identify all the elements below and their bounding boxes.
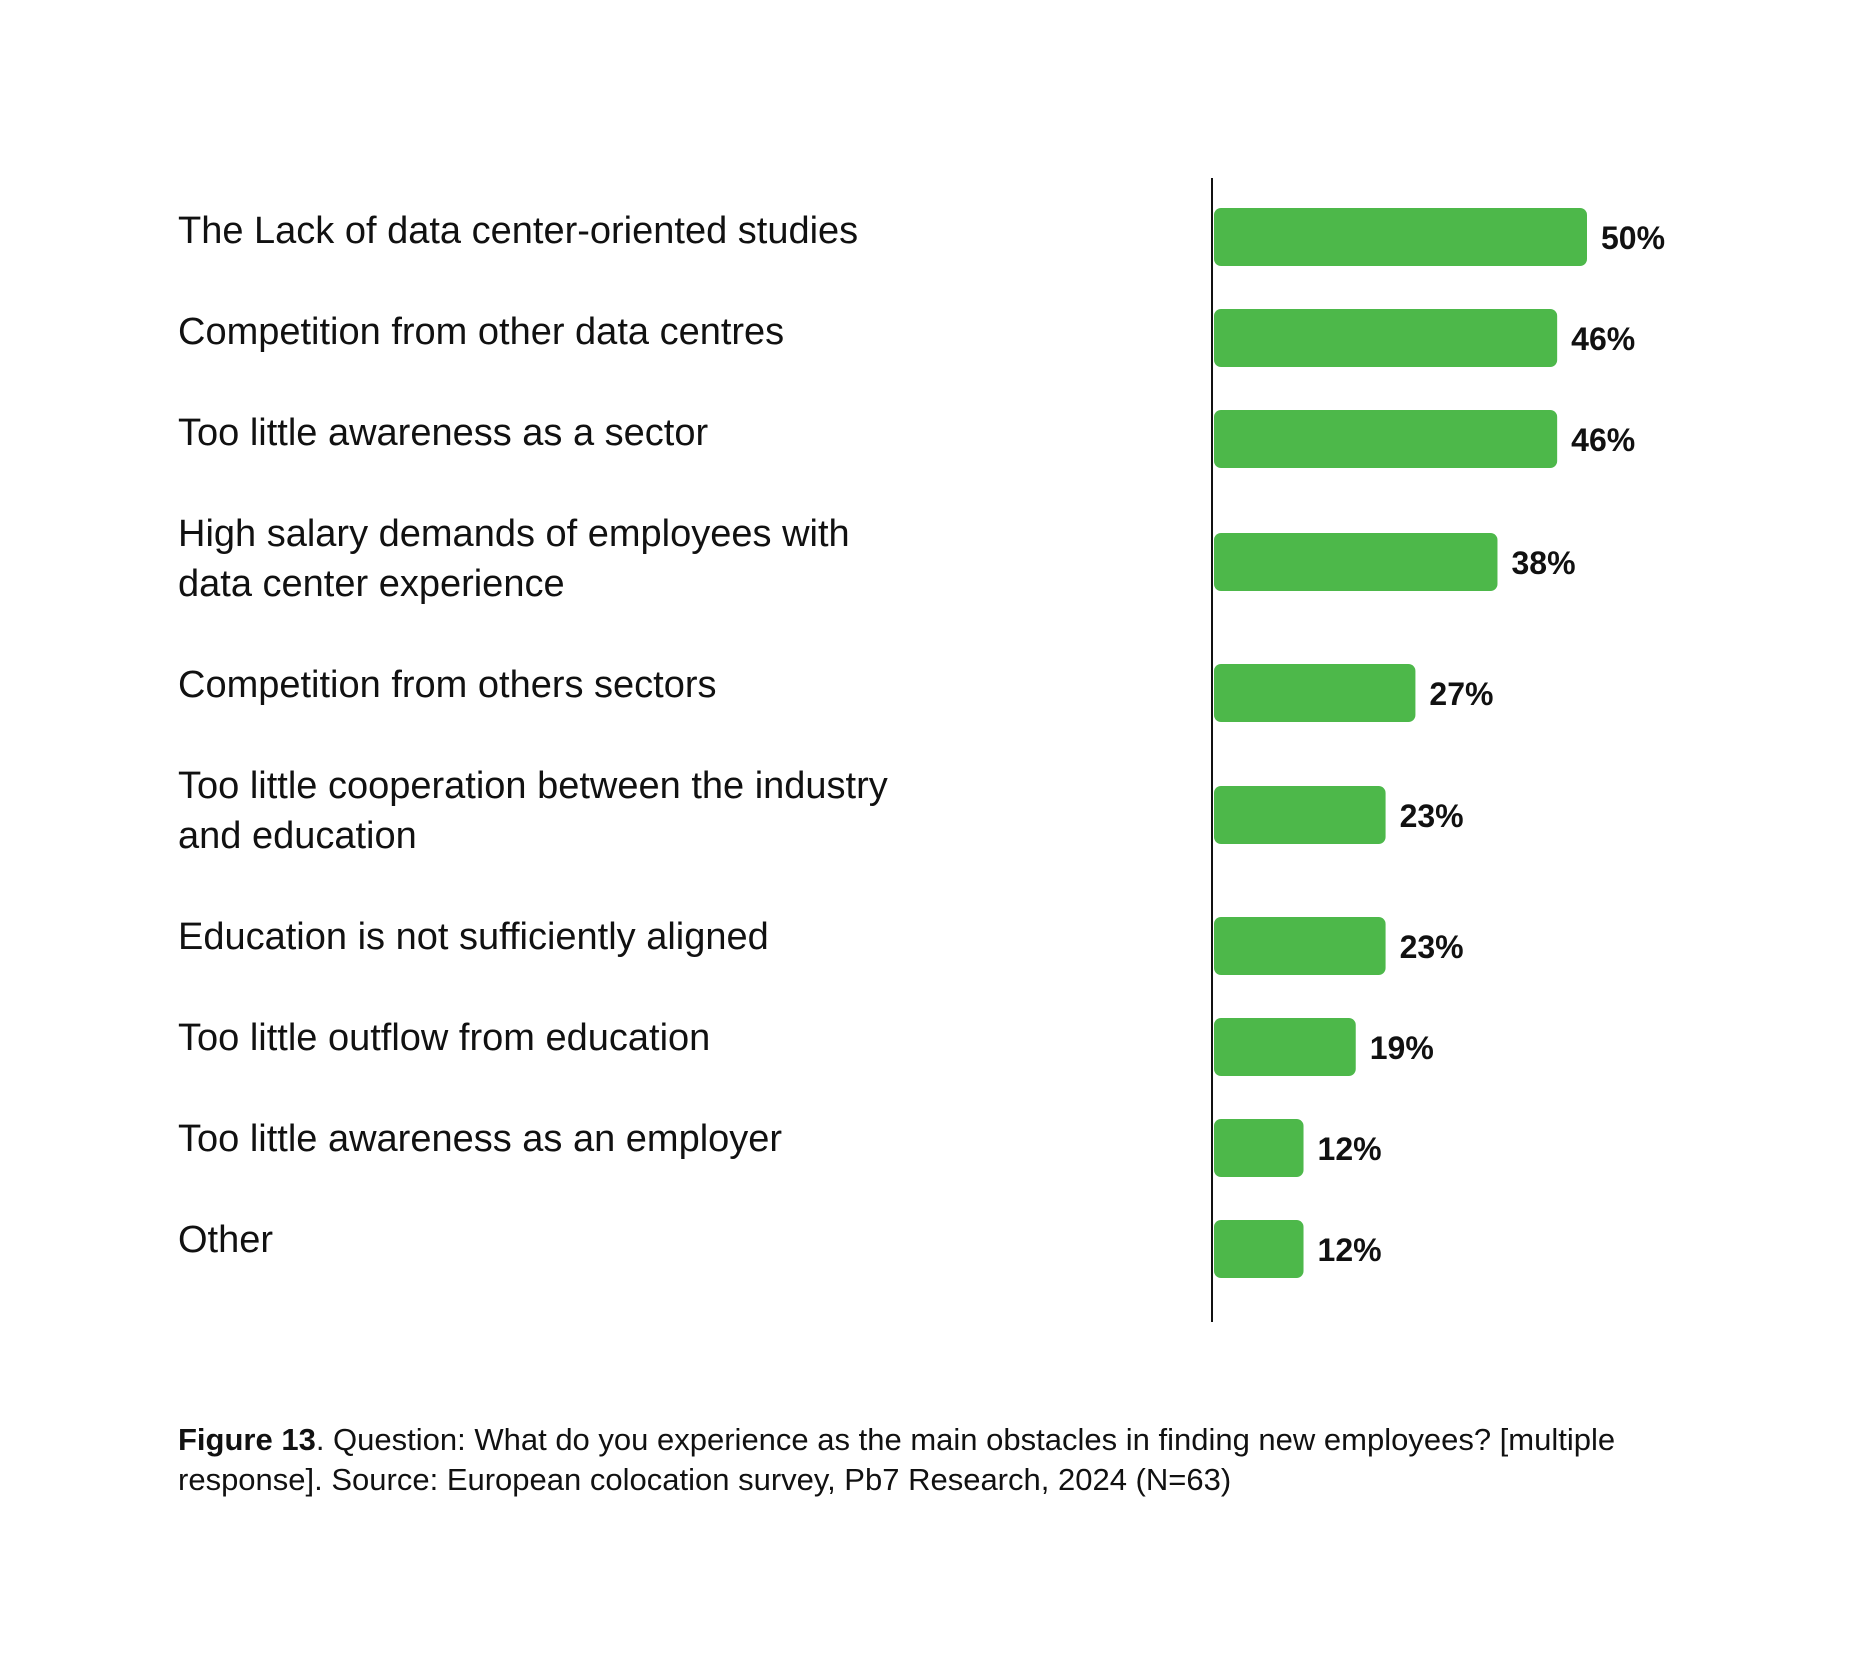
figure-number: Figure 13 xyxy=(178,1422,316,1457)
bar xyxy=(1214,533,1498,591)
category-label-line: Competition from other data centres xyxy=(178,311,784,353)
category-label: Other xyxy=(178,1219,273,1261)
bar xyxy=(1214,410,1558,468)
bar xyxy=(1214,786,1386,844)
category-label: Too little awareness as an employer xyxy=(178,1118,782,1160)
category-label: The Lack of data center-oriented studies xyxy=(178,210,858,252)
value-label: 27% xyxy=(1429,676,1493,712)
category-label: Too little awareness as a sector xyxy=(178,412,708,454)
category-label: Too little cooperation between the indus… xyxy=(178,765,888,857)
bar xyxy=(1214,1220,1304,1278)
value-label: 12% xyxy=(1318,1232,1382,1268)
category-label-line: Competition from others sectors xyxy=(178,664,717,706)
figure-caption: Figure 13. Question: What do you experie… xyxy=(178,1420,1678,1502)
bar xyxy=(1214,208,1587,266)
category-label: Education is not sufficiently aligned xyxy=(178,916,769,958)
value-label: 46% xyxy=(1571,321,1635,357)
category-label: Competition from other data centres xyxy=(178,311,784,353)
category-label-line: data center experience xyxy=(178,563,565,605)
value-label: 12% xyxy=(1318,1131,1382,1167)
value-label: 38% xyxy=(1511,545,1575,581)
category-label-line: and education xyxy=(178,815,417,857)
value-label: 46% xyxy=(1571,422,1635,458)
category-label-line: Too little awareness as an employer xyxy=(178,1118,782,1160)
category-label-line: The Lack of data center-oriented studies xyxy=(178,210,858,252)
value-label: 23% xyxy=(1400,798,1464,834)
bar xyxy=(1214,1119,1304,1177)
category-label-line: Too little awareness as a sector xyxy=(178,412,708,454)
value-label: 19% xyxy=(1370,1030,1434,1066)
category-label: Too little outflow from education xyxy=(178,1017,710,1059)
bar xyxy=(1214,917,1386,975)
caption-text: . Question: What do you experience as th… xyxy=(178,1422,1616,1497)
category-label-line: High salary demands of employees with xyxy=(178,513,850,555)
bar xyxy=(1214,309,1558,367)
bar-chart: 50% The Lack of data center-oriented stud… xyxy=(178,178,1665,1322)
category-label-line: Too little outflow from education xyxy=(178,1017,710,1059)
bar xyxy=(1214,664,1416,722)
bar xyxy=(1214,1018,1356,1076)
category-label-line: Other xyxy=(178,1219,273,1261)
value-label: 23% xyxy=(1400,929,1464,965)
category-label: Competition from others sectors xyxy=(178,664,717,706)
category-label-line: Too little cooperation between the indus… xyxy=(178,765,888,807)
category-label: High salary demands of employees with dat… xyxy=(178,513,850,605)
value-label: 50% xyxy=(1601,220,1665,256)
category-label-line: Education is not sufficiently aligned xyxy=(178,916,769,958)
